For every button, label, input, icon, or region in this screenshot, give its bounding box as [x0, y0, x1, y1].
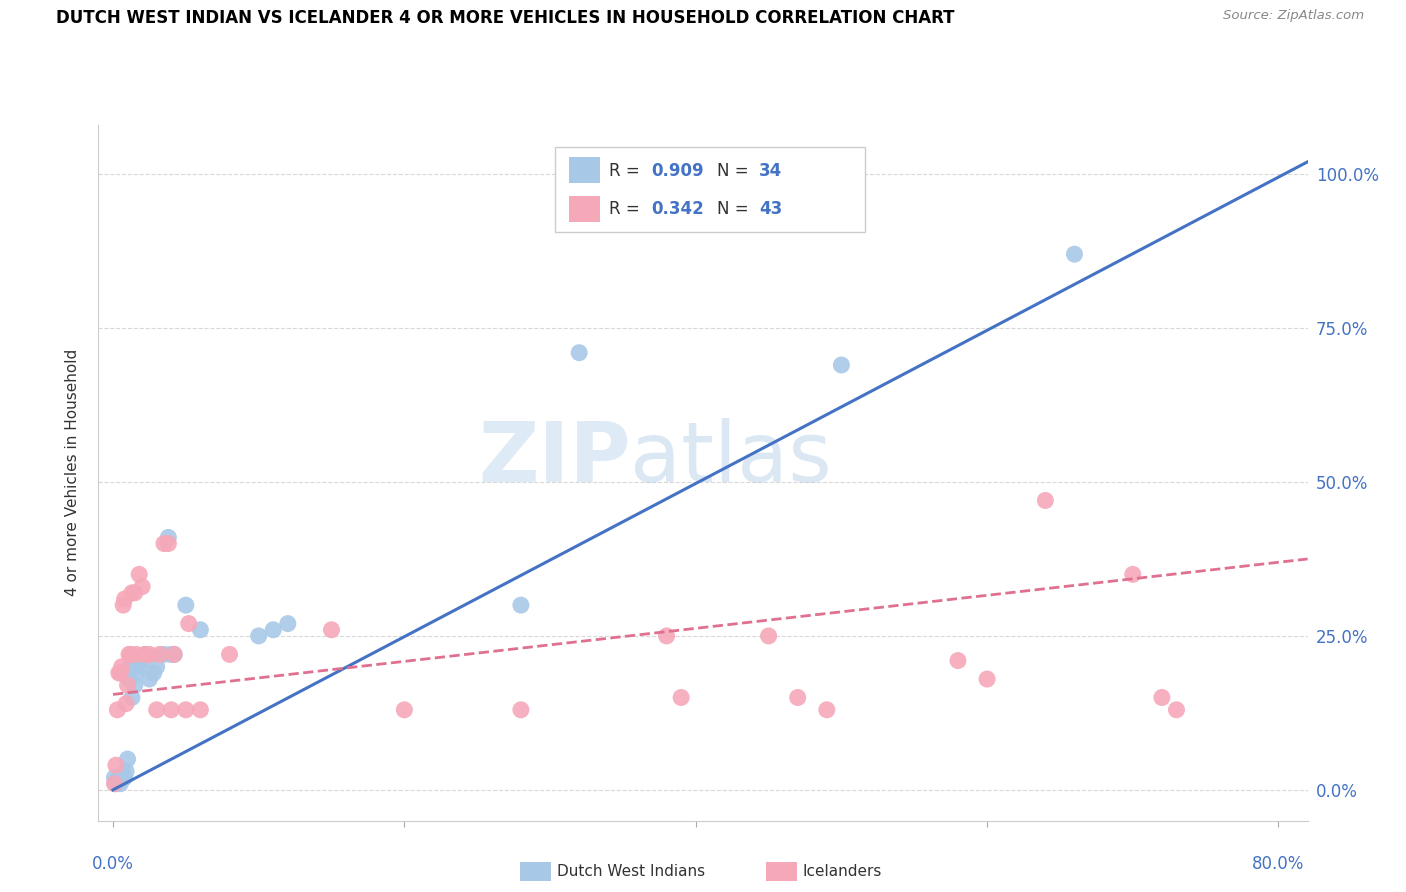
Point — [125, 648, 148, 662]
Y-axis label: 4 or more Vehicles in Household: 4 or more Vehicles in Household — [65, 349, 80, 597]
Point — [160, 703, 183, 717]
Text: R =: R = — [609, 200, 645, 218]
Point — [149, 648, 172, 662]
Text: Source: ZipAtlas.com: Source: ZipAtlas.com — [1223, 9, 1364, 22]
Text: R =: R = — [609, 162, 645, 180]
Point — [131, 654, 153, 668]
Text: N =: N = — [717, 162, 754, 180]
Point — [104, 758, 127, 772]
Point — [247, 629, 270, 643]
Point — [120, 659, 142, 673]
Point — [105, 703, 128, 717]
Text: 80.0%: 80.0% — [1253, 855, 1305, 872]
Point — [125, 665, 148, 680]
Point — [134, 648, 156, 662]
Point — [108, 771, 131, 785]
Point — [163, 648, 186, 662]
Point — [976, 672, 998, 686]
Point — [815, 703, 838, 717]
Point — [568, 345, 591, 359]
Point — [262, 623, 284, 637]
Point — [786, 690, 808, 705]
Point — [153, 536, 176, 550]
Point — [105, 773, 128, 788]
Text: Dutch West Indians: Dutch West Indians — [557, 864, 704, 879]
Point — [509, 703, 531, 717]
Point — [655, 629, 678, 643]
Point — [1063, 247, 1085, 261]
Point — [190, 703, 212, 717]
Point — [112, 767, 135, 781]
Point — [190, 623, 212, 637]
Point — [138, 648, 160, 662]
Point — [946, 654, 969, 668]
Point — [509, 598, 531, 612]
Point — [115, 697, 138, 711]
Point — [134, 648, 156, 662]
Text: Icelanders: Icelanders — [803, 864, 882, 879]
Point — [104, 777, 127, 791]
Point — [157, 536, 180, 550]
Point — [394, 703, 416, 717]
Point — [1150, 690, 1173, 705]
Point — [218, 648, 240, 662]
Text: ZIP: ZIP — [478, 418, 630, 500]
Point — [157, 530, 180, 544]
Point — [103, 771, 125, 785]
Point — [103, 777, 125, 791]
Text: N =: N = — [717, 200, 754, 218]
Point — [111, 771, 134, 785]
Point — [121, 690, 143, 705]
Point — [138, 672, 160, 686]
Point — [128, 659, 150, 673]
Text: 0.342: 0.342 — [651, 200, 704, 218]
Point — [124, 586, 146, 600]
Point — [114, 771, 136, 785]
Point — [145, 659, 167, 673]
Point — [128, 567, 150, 582]
Point — [110, 665, 132, 680]
Point — [153, 648, 176, 662]
Text: 34: 34 — [759, 162, 783, 180]
Point — [277, 616, 299, 631]
Point — [160, 648, 183, 662]
Point — [115, 764, 138, 779]
Point — [177, 616, 200, 631]
Point — [669, 690, 692, 705]
Point — [120, 648, 142, 662]
Point — [142, 665, 165, 680]
Text: atlas: atlas — [630, 418, 832, 500]
Text: DUTCH WEST INDIAN VS ICELANDER 4 OR MORE VEHICLES IN HOUSEHOLD CORRELATION CHART: DUTCH WEST INDIAN VS ICELANDER 4 OR MORE… — [56, 9, 955, 27]
Point — [163, 648, 186, 662]
Point — [1122, 567, 1144, 582]
Point — [758, 629, 780, 643]
Point — [108, 665, 131, 680]
Text: 0.0%: 0.0% — [91, 855, 134, 872]
Point — [1166, 703, 1188, 717]
Point — [110, 777, 132, 791]
Point — [117, 752, 139, 766]
Point — [112, 598, 135, 612]
Text: 43: 43 — [759, 200, 783, 218]
Point — [321, 623, 343, 637]
Point — [174, 598, 197, 612]
Text: 0.909: 0.909 — [651, 162, 703, 180]
Point — [114, 592, 136, 607]
Point — [111, 659, 134, 673]
Point — [830, 358, 852, 372]
Point — [117, 678, 139, 692]
Point — [1033, 493, 1056, 508]
Point — [121, 586, 143, 600]
Point — [174, 703, 197, 717]
Point — [118, 648, 141, 662]
Point — [131, 580, 153, 594]
Point — [145, 703, 167, 717]
Point — [118, 672, 141, 686]
Point — [124, 678, 146, 692]
